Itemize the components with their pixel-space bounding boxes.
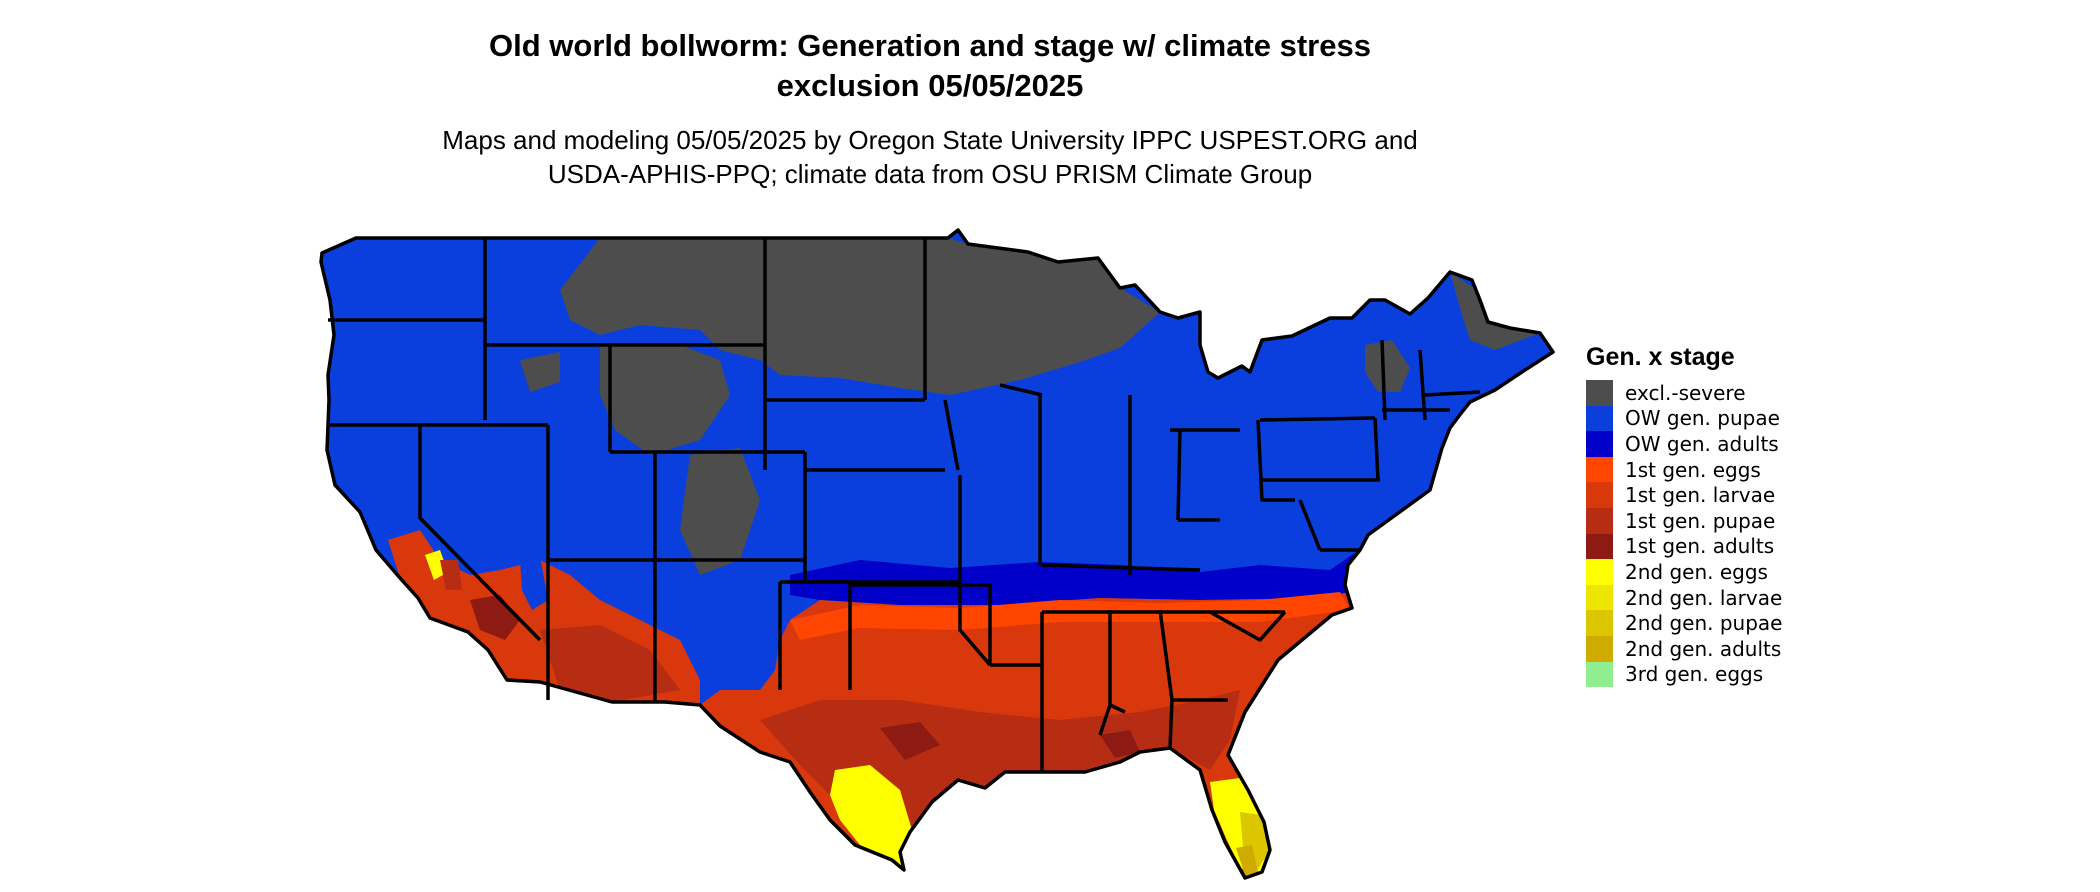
legend-label: 2nd gen. adults xyxy=(1625,636,1782,661)
legend-swatch xyxy=(1586,635,1613,662)
legend-label: OW gen. adults xyxy=(1625,431,1779,456)
legend-item: 2nd gen. adults xyxy=(1586,635,1782,662)
legend-swatch xyxy=(1586,405,1613,432)
legend-item: 2nd gen. pupae xyxy=(1586,610,1782,636)
legend-label: OW gen. pupae xyxy=(1625,406,1780,431)
legend-swatch xyxy=(1586,559,1613,585)
legend-item: 2nd gen. eggs xyxy=(1586,559,1782,585)
legend-label: 1st gen. larvae xyxy=(1625,483,1776,508)
legend-swatch xyxy=(1586,380,1613,406)
legend-swatch xyxy=(1586,661,1613,688)
legend-item: 1st gen. pupae xyxy=(1586,507,1782,534)
legend-label: 3rd gen. eggs xyxy=(1625,662,1764,687)
map-subtitle-line-2: USDA-APHIS-PPQ; climate data from OSU PR… xyxy=(547,159,1313,189)
map-title-line-1: Old world bollworm: Generation and stage… xyxy=(489,28,1371,63)
legend-swatch xyxy=(1586,610,1613,636)
legend-swatch xyxy=(1586,507,1613,534)
legend-label: 2nd gen. eggs xyxy=(1625,559,1768,584)
legend-label: 2nd gen. pupae xyxy=(1625,611,1783,636)
legend-title: Gen. x stage xyxy=(1586,343,1735,371)
legend-items: excl.-severe OW gen. pupae OW gen. adult… xyxy=(1586,380,1783,688)
legend-item: OW gen. pupae xyxy=(1586,405,1782,432)
legend-item: 3rd gen. eggs xyxy=(1586,661,1782,688)
legend-swatch xyxy=(1586,584,1613,611)
legend-swatch xyxy=(1586,482,1613,508)
legend-label: 2nd gen. larvae xyxy=(1625,585,1783,610)
legend-item: 1st gen. adults xyxy=(1586,533,1782,560)
legend-item: 1st gen. larvae xyxy=(1586,482,1782,508)
legend-item: 1st gen. eggs xyxy=(1586,456,1782,483)
legend: Gen. x stage excl.-severe OW gen. pupae … xyxy=(1586,340,1783,688)
legend-label: 1st gen. eggs xyxy=(1625,457,1761,482)
legend-label: excl.-severe xyxy=(1625,380,1746,405)
map-subtitle-line-1: Maps and modeling 05/05/2025 by Oregon S… xyxy=(442,125,1418,155)
legend-item: 2nd gen. larvae xyxy=(1586,584,1783,611)
legend-item: OW gen. adults xyxy=(1586,431,1782,457)
legend-label: 1st gen. pupae xyxy=(1625,508,1776,533)
legend-swatch xyxy=(1586,456,1613,483)
legend-label: 1st gen. adults xyxy=(1625,534,1775,559)
legend-item: excl.-severe xyxy=(1586,380,1782,406)
map-title-line-2: exclusion 05/05/2025 xyxy=(776,68,1084,103)
legend-swatch xyxy=(1586,533,1613,560)
legend-swatch xyxy=(1586,431,1613,457)
